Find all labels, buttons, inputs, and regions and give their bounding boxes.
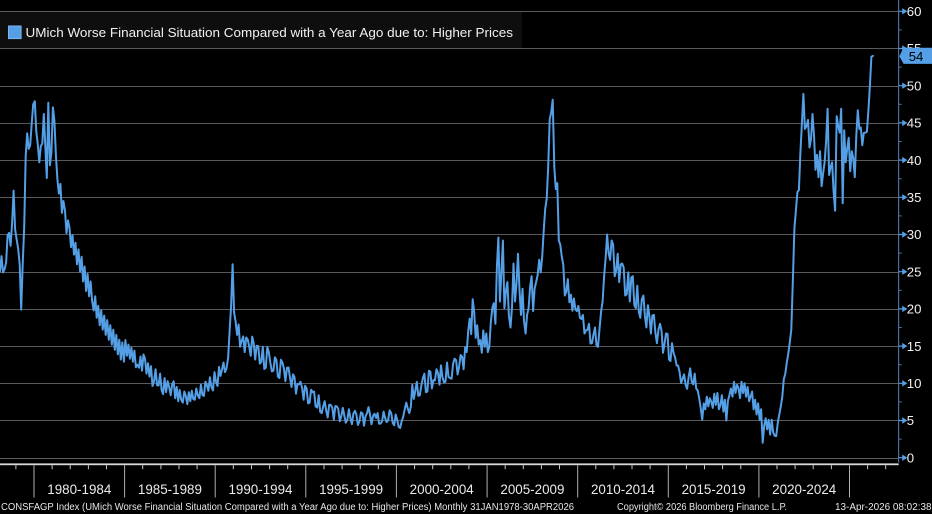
svg-text:1985-1989: 1985-1989 [138, 482, 202, 497]
svg-text:CONSFAGP Index (UMich Worse Fi: CONSFAGP Index (UMich Worse Financial Si… [1, 502, 574, 513]
svg-text:25: 25 [907, 264, 922, 279]
svg-text:10: 10 [907, 376, 922, 391]
svg-text:1990-1994: 1990-1994 [228, 482, 293, 497]
svg-text:20: 20 [907, 302, 922, 317]
svg-text:1995-1999: 1995-1999 [319, 482, 383, 497]
svg-text:40: 40 [907, 153, 922, 168]
svg-text:2020-2024: 2020-2024 [772, 482, 837, 497]
svg-text:45: 45 [907, 116, 922, 131]
svg-text:2000-2004: 2000-2004 [410, 482, 475, 497]
svg-text:2010-2014: 2010-2014 [591, 482, 656, 497]
svg-text:30: 30 [907, 227, 922, 242]
svg-text:0: 0 [907, 450, 914, 465]
svg-text:13-Apr-2026 08:02:38: 13-Apr-2026 08:02:38 [835, 502, 932, 513]
svg-text:Copyright© 2026 Bloomberg Fina: Copyright© 2026 Bloomberg Finance L.P. [617, 502, 787, 513]
svg-text:50: 50 [907, 78, 922, 93]
svg-text:5: 5 [907, 413, 914, 428]
svg-text:1980-1984: 1980-1984 [47, 482, 112, 497]
svg-text:UMich Worse Financial Situatio: UMich Worse Financial Situation Compared… [26, 25, 514, 40]
svg-text:35: 35 [907, 190, 922, 205]
svg-text:60: 60 [907, 4, 922, 19]
svg-text:54: 54 [909, 49, 924, 64]
svg-text:2015-2019: 2015-2019 [682, 482, 746, 497]
svg-text:15: 15 [907, 339, 922, 354]
svg-text:2005-2009: 2005-2009 [500, 482, 564, 497]
